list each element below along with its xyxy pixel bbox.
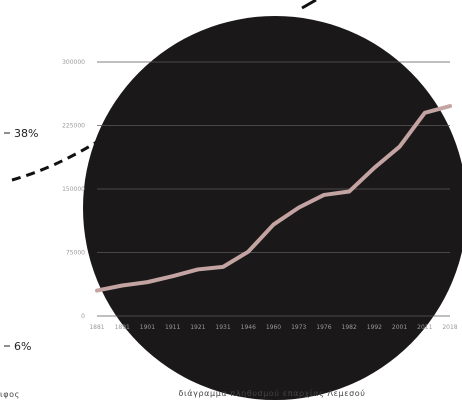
x-tick-label: 1992 — [367, 324, 382, 331]
x-tick-label: 1881 — [89, 324, 104, 331]
series-line — [95, 104, 452, 293]
x-tick-label: 1946 — [241, 324, 256, 331]
y-axis: 0 75000 150000 225000 300000 — [62, 59, 85, 320]
top-arrow-stroke — [301, 0, 317, 10]
chart-title: διάγραμμα πληθυσμού επαρχίας Λεμεσού — [178, 388, 365, 398]
x-tick-label: 2011 — [417, 324, 432, 331]
x-tick-label: 2018 — [442, 324, 457, 331]
x-tick-label: 1931 — [215, 324, 230, 331]
x-tick-label: 1973 — [291, 324, 306, 331]
x-tick-label: 1891 — [115, 324, 130, 331]
x-tick-label: 1982 — [342, 324, 357, 331]
chart-disc — [83, 16, 462, 400]
y-tick-label: 150000 — [62, 186, 85, 193]
y-tick-label: 0 — [81, 313, 85, 320]
y-tick-label: 225000 — [62, 123, 85, 130]
chart-grid — [97, 61, 450, 317]
x-tick-label: 1921 — [190, 324, 205, 331]
pct-bottom-label: 6% — [14, 340, 31, 353]
y-tick-label: 300000 — [62, 59, 85, 66]
bottom-fragment-label: ιφος — [0, 390, 20, 399]
x-tick-label: 1976 — [316, 324, 331, 331]
x-tick-label: 2001 — [392, 324, 407, 331]
x-axis: 1881 1891 1901 1911 1921 1931 1946 1960 1973 1976… — [89, 324, 457, 331]
dashed-leader-line — [11, 138, 101, 182]
x-tick-label: 1960 — [266, 324, 281, 331]
pct-top-label: 38% — [14, 127, 38, 140]
x-tick-label: 1911 — [165, 324, 180, 331]
y-tick-label: 75000 — [66, 250, 85, 257]
x-tick-label: 1901 — [140, 324, 155, 331]
